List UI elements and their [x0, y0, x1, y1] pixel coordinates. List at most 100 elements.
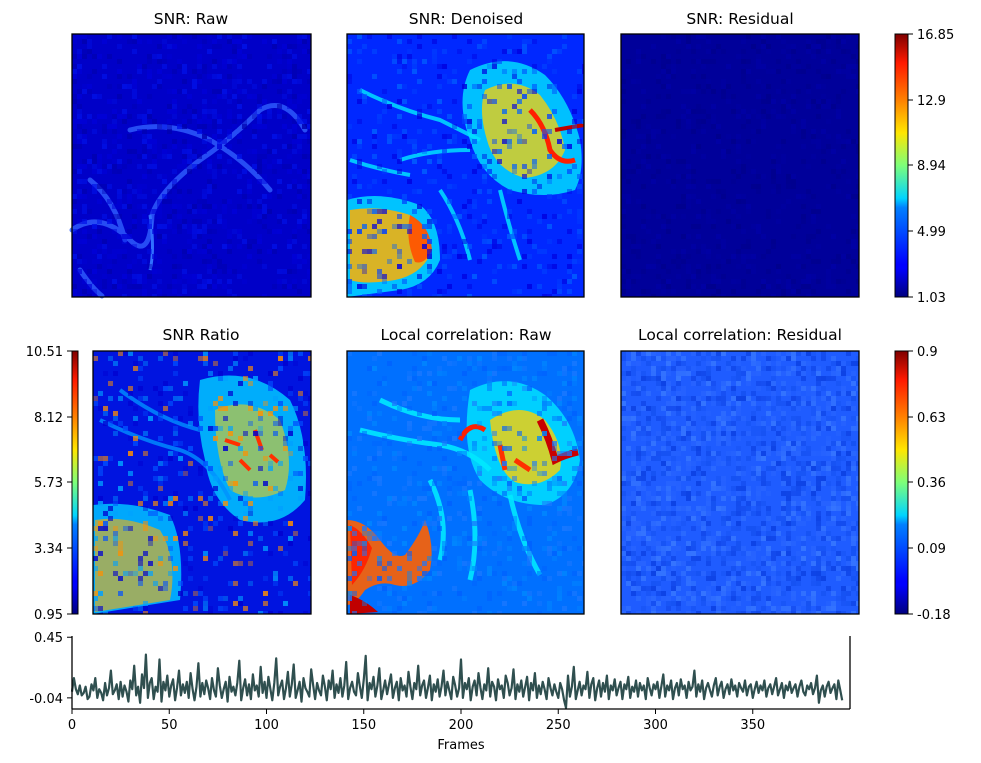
heatmap-cell	[831, 591, 836, 596]
heatmap-cell	[661, 406, 666, 411]
heatmap-cell	[432, 521, 437, 526]
heatmap-cell	[522, 49, 527, 54]
heatmap-cell	[227, 239, 232, 244]
heatmap-cell	[676, 274, 681, 279]
heatmap-cell	[811, 214, 816, 219]
heatmap-cell	[671, 356, 676, 361]
heatmap-cell	[93, 566, 98, 571]
heatmap-cell	[811, 451, 816, 456]
heatmap-cell	[162, 124, 167, 129]
heatmap-cell	[112, 159, 117, 164]
heatmap-cell	[856, 571, 859, 576]
heatmap-cell	[492, 571, 497, 576]
heatmap-cell	[168, 496, 173, 501]
heatmap-cell	[666, 179, 671, 184]
heatmap-cell	[127, 134, 132, 139]
heatmap-cell	[287, 104, 292, 109]
heatmap-cell	[472, 204, 477, 209]
heatmap-cell	[761, 124, 766, 129]
heatmap-cell	[527, 229, 532, 234]
heatmap-cell	[626, 556, 631, 561]
heatmap-cell	[691, 541, 696, 546]
heatmap-cell	[392, 134, 397, 139]
heatmap-cell	[641, 461, 646, 466]
heatmap-cell	[153, 536, 158, 541]
heatmap-cell	[761, 119, 766, 124]
colorbar-corr-tick: 0.9	[917, 345, 938, 360]
heatmap-cell	[636, 249, 641, 254]
heatmap-cell	[836, 94, 841, 99]
heatmap-cell	[577, 69, 582, 74]
heatmap-cell	[527, 556, 532, 561]
heatmap-cell	[781, 49, 786, 54]
heatmap-cell	[641, 426, 646, 431]
heatmap-cell	[512, 361, 517, 366]
heatmap-cell	[831, 516, 836, 521]
heatmap-cell	[157, 174, 162, 179]
heatmap-cell	[791, 64, 796, 69]
heatmap-cell	[177, 204, 182, 209]
heatmap-cell	[352, 174, 357, 179]
heatmap-cell	[766, 596, 771, 601]
heatmap-cell	[666, 84, 671, 89]
heatmap-cell	[746, 596, 751, 601]
heatmap-cell	[666, 356, 671, 361]
heatmap-cell	[103, 536, 108, 541]
heatmap-cell	[407, 396, 412, 401]
heatmap-cell	[372, 471, 377, 476]
heatmap-cell	[372, 179, 377, 184]
heatmap-cell	[681, 436, 686, 441]
heatmap-cell	[826, 566, 831, 571]
heatmap-cell	[771, 174, 776, 179]
heatmap-cell	[846, 436, 851, 441]
heatmap-cell	[806, 481, 811, 486]
heatmap-cell	[77, 294, 82, 297]
heatmap-cell	[117, 189, 122, 194]
heatmap-cell	[272, 169, 277, 174]
heatmap-cell	[102, 144, 107, 149]
heatmap-cell	[238, 561, 243, 566]
heatmap-cell	[228, 391, 233, 396]
heatmap-cell	[238, 381, 243, 386]
heatmap-cell	[417, 284, 422, 289]
heatmap-cell	[447, 229, 452, 234]
heatmap-cell	[636, 481, 641, 486]
heatmap-cell	[422, 104, 427, 109]
heatmap-cell	[227, 289, 232, 294]
heatmap-cell	[497, 366, 502, 371]
heatmap-cell	[696, 481, 701, 486]
heatmap-cell	[412, 471, 417, 476]
heatmap-cell	[562, 391, 567, 396]
heatmap-cell	[726, 441, 731, 446]
heatmap-cell	[656, 456, 661, 461]
heatmap-cell	[791, 491, 796, 496]
heatmap-cell	[831, 406, 836, 411]
heatmap-cell	[148, 571, 153, 576]
heatmap-cell	[716, 481, 721, 486]
heatmap-cell	[432, 179, 437, 184]
heatmap-cell	[856, 536, 859, 541]
heatmap-cell	[102, 214, 107, 219]
heatmap-cell	[771, 571, 776, 576]
heatmap-cell	[751, 44, 756, 49]
heatmap-cell	[192, 219, 197, 224]
heatmap-cell	[691, 89, 696, 94]
heatmap-cell	[726, 149, 731, 154]
heatmap-cell	[856, 381, 859, 386]
heatmap-cell	[103, 461, 108, 466]
heatmap-cell	[751, 571, 756, 576]
heatmap-cell	[467, 561, 472, 566]
heatmap-cell	[691, 416, 696, 421]
heatmap-cell	[716, 606, 721, 611]
heatmap-cell	[153, 511, 158, 516]
heatmap-cell	[696, 289, 701, 294]
heatmap-cell	[302, 214, 307, 219]
heatmap-cell	[237, 174, 242, 179]
heatmap-cell	[417, 79, 422, 84]
heatmap-cell	[696, 264, 701, 269]
heatmap-cell	[746, 581, 751, 586]
heatmap-cell	[726, 381, 731, 386]
heatmap-cell	[258, 426, 263, 431]
heatmap-cell	[816, 526, 821, 531]
heatmap-cell	[646, 446, 651, 451]
